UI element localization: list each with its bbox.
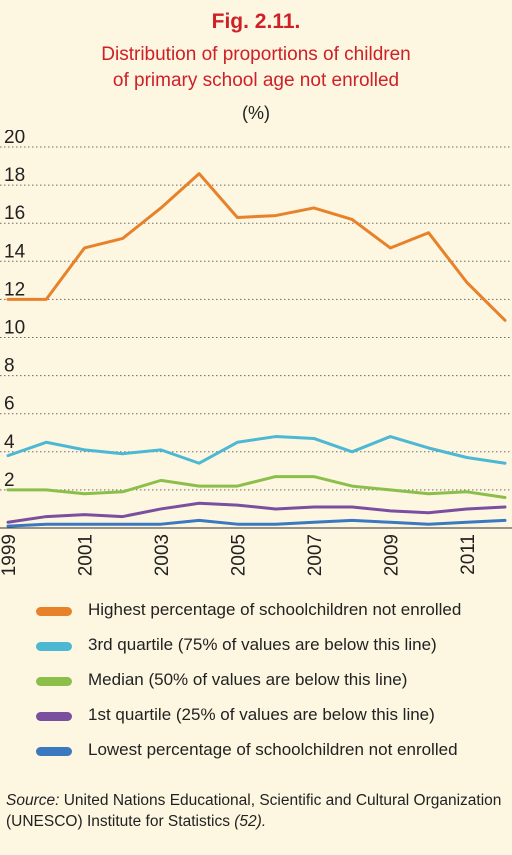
x-tick-label-2009: 2009: [381, 534, 402, 576]
legend-swatch-4: [36, 747, 72, 756]
x-tick-label-2005: 2005: [228, 534, 249, 576]
legend-swatch-1: [36, 642, 72, 651]
source-prefix: Source:: [6, 792, 60, 809]
series-line-4: [6, 518, 507, 528]
x-tick-label-2003: 2003: [152, 534, 173, 576]
y-tick-label-20: 20: [4, 130, 25, 148]
series-line-0: [6, 172, 507, 322]
series-line-3: [6, 501, 507, 524]
figure-label: Fig. 2.11.: [211, 10, 301, 33]
y-tick-label-6: 6: [4, 394, 15, 415]
legend-swatch-3: [36, 712, 72, 721]
source-note: Source: United Nations Educational, Scie…: [6, 790, 506, 832]
figure-unit: (%): [242, 103, 270, 123]
legend-label-2: Median (50% of values are below this lin…: [88, 670, 408, 689]
series-line-2: [6, 475, 507, 500]
y-tick-label-14: 14: [4, 241, 26, 262]
legend-swatch-0: [36, 607, 72, 616]
y-tick-label-16: 16: [4, 203, 25, 224]
figure-title-line-1: Distribution of proportions of children: [101, 44, 411, 65]
legend-swatch-2: [36, 677, 72, 686]
x-tick-label-2001: 2001: [75, 534, 96, 576]
y-tick-label-8: 8: [4, 356, 15, 377]
y-axis-ticks: 2 4 6 8 10 12 14 16 18 20: [4, 130, 26, 491]
series-lines: [6, 172, 507, 528]
legend-label-1: 3rd quartile (75% of values are below th…: [88, 635, 437, 654]
figure-title-line-2: of primary school age not enrolled: [112, 70, 400, 91]
y-tick-label-12: 12: [4, 279, 25, 300]
series-line-1: [6, 435, 507, 465]
x-tick-label-2011: 2011: [458, 534, 479, 575]
source-text: United Nations Educational, Scientific a…: [6, 792, 502, 830]
x-tick-label-1999: 1999: [0, 534, 20, 576]
y-tick-label-4: 4: [4, 432, 15, 453]
line-chart: 2 4 6 8 10 12 14 16 18 20 1999 2001 2003 2005 2007 200…: [0, 130, 512, 576]
y-tick-label-2: 2: [4, 470, 15, 491]
y-tick-label-10: 10: [4, 318, 25, 339]
legend-label-0: Highest percentage of schoolchildren not…: [88, 600, 462, 619]
x-axis-ticks: 1999 2001 2003 2005 2007 2009 2011: [0, 534, 479, 576]
source-reference: (52).: [234, 813, 267, 830]
y-tick-label-18: 18: [4, 165, 25, 186]
legend-label-3: 1st quartile (25% of values are below th…: [88, 705, 435, 724]
x-tick-label-2007: 2007: [305, 534, 326, 576]
grid-lines: [0, 146, 512, 529]
legend-label-4: Lowest percentage of schoolchildren not …: [88, 740, 458, 759]
